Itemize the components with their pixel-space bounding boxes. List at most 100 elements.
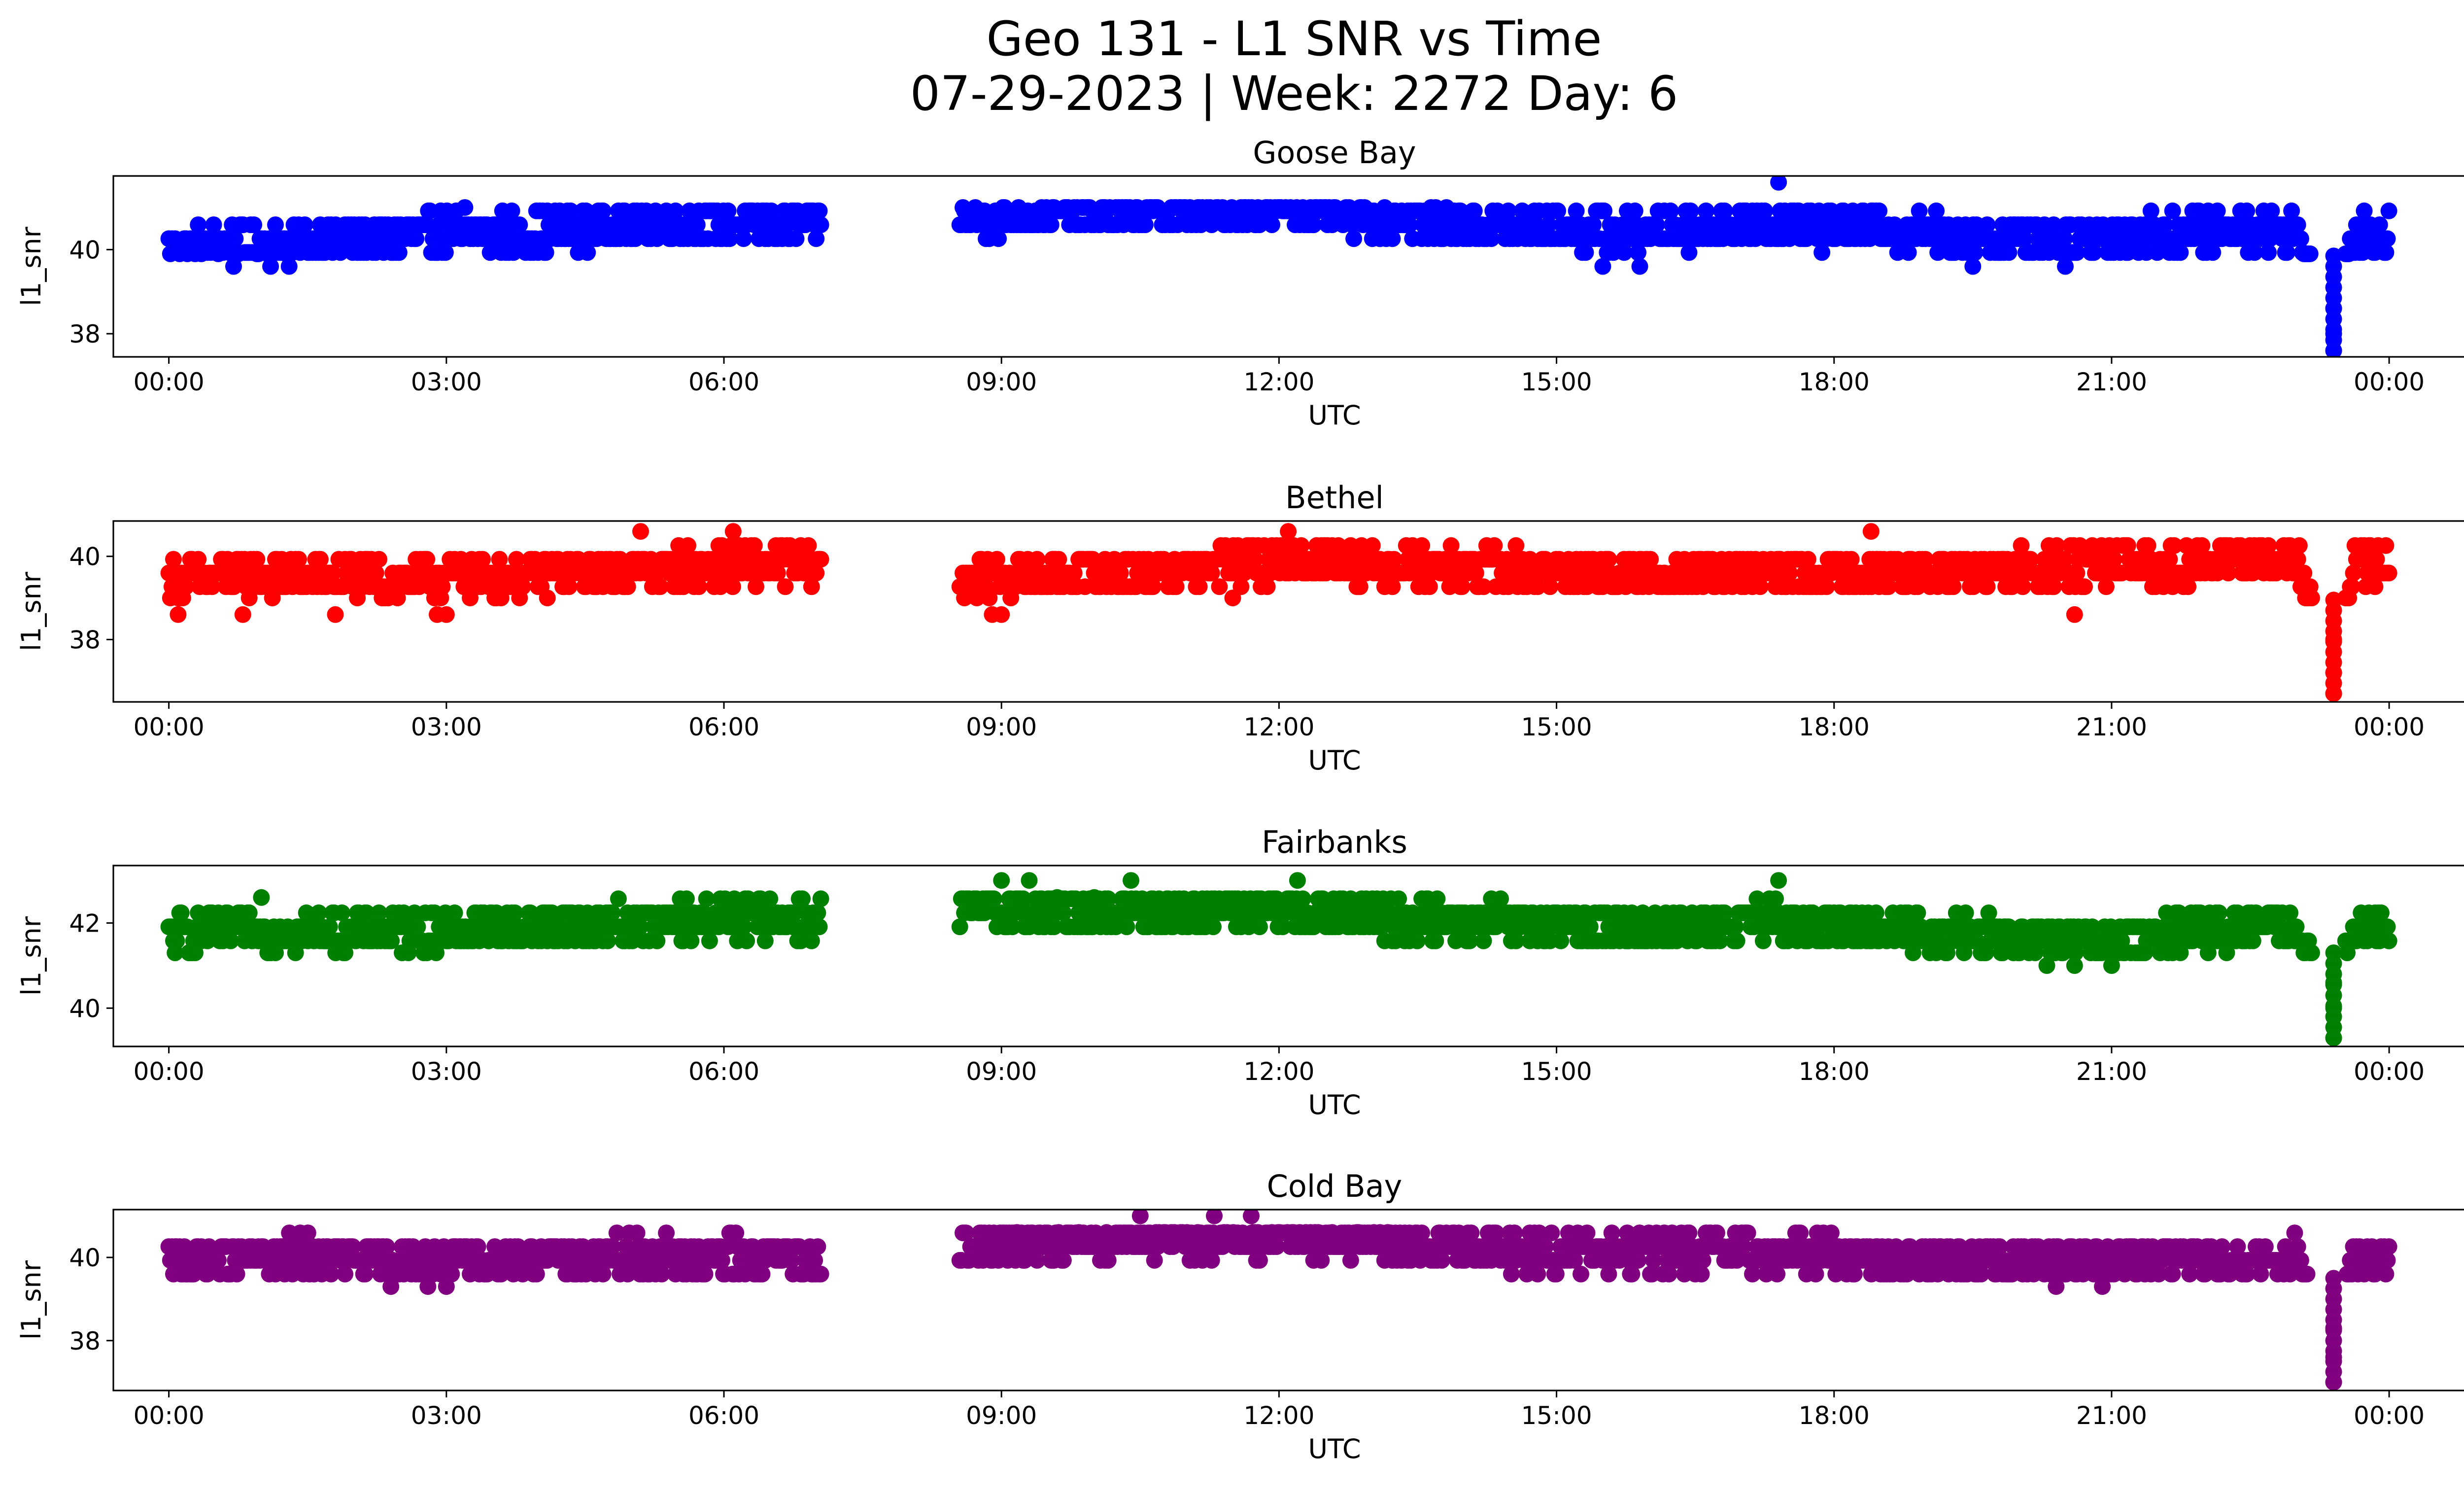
x-tick-label: 09:00 xyxy=(966,1057,1037,1086)
data-point xyxy=(2149,244,2166,261)
data-point xyxy=(508,551,525,568)
data-point xyxy=(809,1238,826,1255)
axes-frame xyxy=(112,865,2464,1047)
data-point xyxy=(1041,564,1058,582)
x-tick-label: 03:00 xyxy=(411,1057,482,1086)
data-point xyxy=(727,1224,745,1242)
data-point xyxy=(1384,230,1401,247)
data-point xyxy=(1028,551,1046,568)
data-point xyxy=(806,1252,823,1269)
data-point xyxy=(1214,1238,1231,1255)
data-point xyxy=(177,578,195,595)
axes-frame xyxy=(112,520,2464,703)
data-point xyxy=(225,578,242,595)
data-point xyxy=(337,1265,353,1283)
data-point xyxy=(1596,202,1612,219)
data-point xyxy=(2380,932,2397,949)
data-point xyxy=(537,244,554,261)
data-point xyxy=(612,551,629,568)
data-point xyxy=(617,1238,635,1255)
y-tick-label: 38 xyxy=(69,320,101,348)
data-point xyxy=(698,890,715,907)
data-point xyxy=(280,258,298,275)
data-point xyxy=(2103,957,2120,974)
data-point xyxy=(347,230,364,247)
data-point xyxy=(1748,890,1766,907)
data-point xyxy=(2045,216,2062,233)
x-axis-label: UTC xyxy=(1308,1089,1361,1120)
data-point xyxy=(1463,1224,1480,1242)
data-point xyxy=(204,578,221,595)
data-point xyxy=(812,890,829,907)
data-point xyxy=(1164,1238,1182,1255)
data-point xyxy=(2261,230,2279,247)
data-point xyxy=(988,551,1005,568)
data-point xyxy=(610,890,627,907)
data-point xyxy=(371,551,387,568)
data-point xyxy=(176,1238,193,1255)
x-tick-label: 12:00 xyxy=(1243,368,1314,396)
data-point xyxy=(1581,918,1599,936)
data-points xyxy=(160,176,2397,357)
data-point xyxy=(2325,591,2342,609)
data-point xyxy=(1476,1238,1494,1255)
x-tick-label: 18:00 xyxy=(1799,368,1870,396)
data-point xyxy=(1500,202,1517,219)
data-point xyxy=(2291,537,2308,554)
data-point xyxy=(1487,1224,1505,1242)
data-point xyxy=(794,890,811,907)
data-point xyxy=(1507,932,1525,949)
data-point xyxy=(1909,578,1926,595)
data-point xyxy=(367,564,384,582)
data-point xyxy=(438,606,455,623)
data-point xyxy=(2097,578,2115,595)
data-point xyxy=(746,537,763,554)
data-point xyxy=(1453,578,1471,595)
data-point xyxy=(1711,932,1729,949)
data-point xyxy=(2345,564,2362,582)
data-point xyxy=(2119,537,2136,554)
data-point xyxy=(1441,216,1458,233)
data-point xyxy=(456,199,474,216)
data-point xyxy=(2161,551,2178,568)
data-point xyxy=(1529,1265,1546,1283)
data-point xyxy=(222,932,239,949)
data-point xyxy=(1427,932,1444,949)
data-point xyxy=(1351,578,1369,595)
data-point xyxy=(492,1265,510,1283)
data-point xyxy=(2204,244,2222,261)
data-point xyxy=(185,1265,202,1283)
data-point xyxy=(721,230,738,247)
x-tick-label: 00:00 xyxy=(134,713,205,741)
data-point xyxy=(1045,918,1062,936)
x-axis-label: UTC xyxy=(1308,400,1361,431)
data-points xyxy=(160,872,2397,1046)
data-point xyxy=(190,551,207,568)
data-point xyxy=(1900,244,1917,261)
data-point xyxy=(1021,872,1038,889)
data-point xyxy=(332,244,349,261)
x-tick-label: 18:00 xyxy=(1799,1057,1870,1086)
data-point xyxy=(1568,202,1585,219)
data-point xyxy=(1004,918,1021,936)
data-point xyxy=(1055,1252,1072,1269)
data-point xyxy=(552,918,570,936)
data-point xyxy=(560,578,578,595)
data-point xyxy=(1294,890,1311,907)
data-point xyxy=(812,216,829,233)
data-point xyxy=(2164,202,2181,219)
data-point xyxy=(695,904,712,921)
data-point xyxy=(1867,904,1884,921)
data-point xyxy=(951,918,968,936)
data-point xyxy=(1619,1224,1636,1242)
data-point xyxy=(1246,551,1264,568)
data-point xyxy=(1603,1224,1620,1242)
data-point xyxy=(761,890,779,907)
data-point xyxy=(168,932,185,949)
data-point xyxy=(594,202,612,219)
data-point xyxy=(653,1265,670,1283)
data-point xyxy=(474,551,491,568)
y-axis-label: l1_snr xyxy=(16,226,47,306)
data-point xyxy=(651,578,669,595)
data-point xyxy=(1146,1252,1163,1269)
